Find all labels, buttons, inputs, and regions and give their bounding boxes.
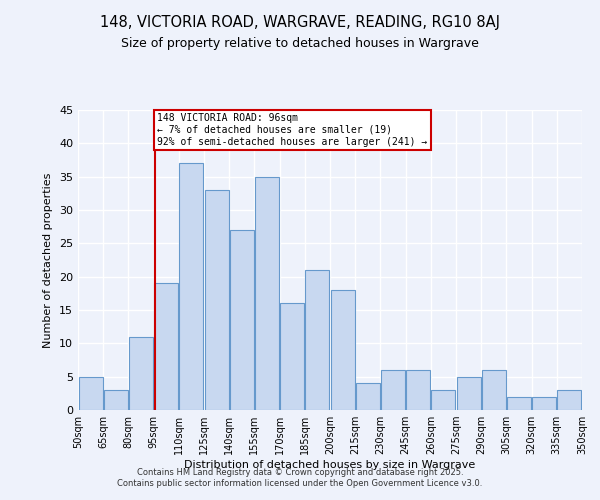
Bar: [305, 270, 329, 410]
Bar: [331, 290, 355, 410]
Bar: [532, 396, 556, 410]
Bar: [381, 370, 405, 410]
Bar: [255, 176, 279, 410]
Bar: [154, 284, 178, 410]
Bar: [356, 384, 380, 410]
Bar: [280, 304, 304, 410]
Bar: [104, 390, 128, 410]
Bar: [507, 396, 531, 410]
Bar: [79, 376, 103, 410]
Bar: [557, 390, 581, 410]
Text: 148, VICTORIA ROAD, WARGRAVE, READING, RG10 8AJ: 148, VICTORIA ROAD, WARGRAVE, READING, R…: [100, 15, 500, 30]
Y-axis label: Number of detached properties: Number of detached properties: [43, 172, 53, 348]
X-axis label: Distribution of detached houses by size in Wargrave: Distribution of detached houses by size …: [184, 460, 476, 470]
Bar: [431, 390, 455, 410]
Bar: [205, 190, 229, 410]
Bar: [129, 336, 153, 410]
Text: 148 VICTORIA ROAD: 96sqm
← 7% of detached houses are smaller (19)
92% of semi-de: 148 VICTORIA ROAD: 96sqm ← 7% of detache…: [157, 114, 427, 146]
Bar: [482, 370, 506, 410]
Text: Size of property relative to detached houses in Wargrave: Size of property relative to detached ho…: [121, 38, 479, 51]
Text: Contains HM Land Registry data © Crown copyright and database right 2025.
Contai: Contains HM Land Registry data © Crown c…: [118, 468, 482, 487]
Bar: [179, 164, 203, 410]
Bar: [230, 230, 254, 410]
Bar: [457, 376, 481, 410]
Bar: [406, 370, 430, 410]
